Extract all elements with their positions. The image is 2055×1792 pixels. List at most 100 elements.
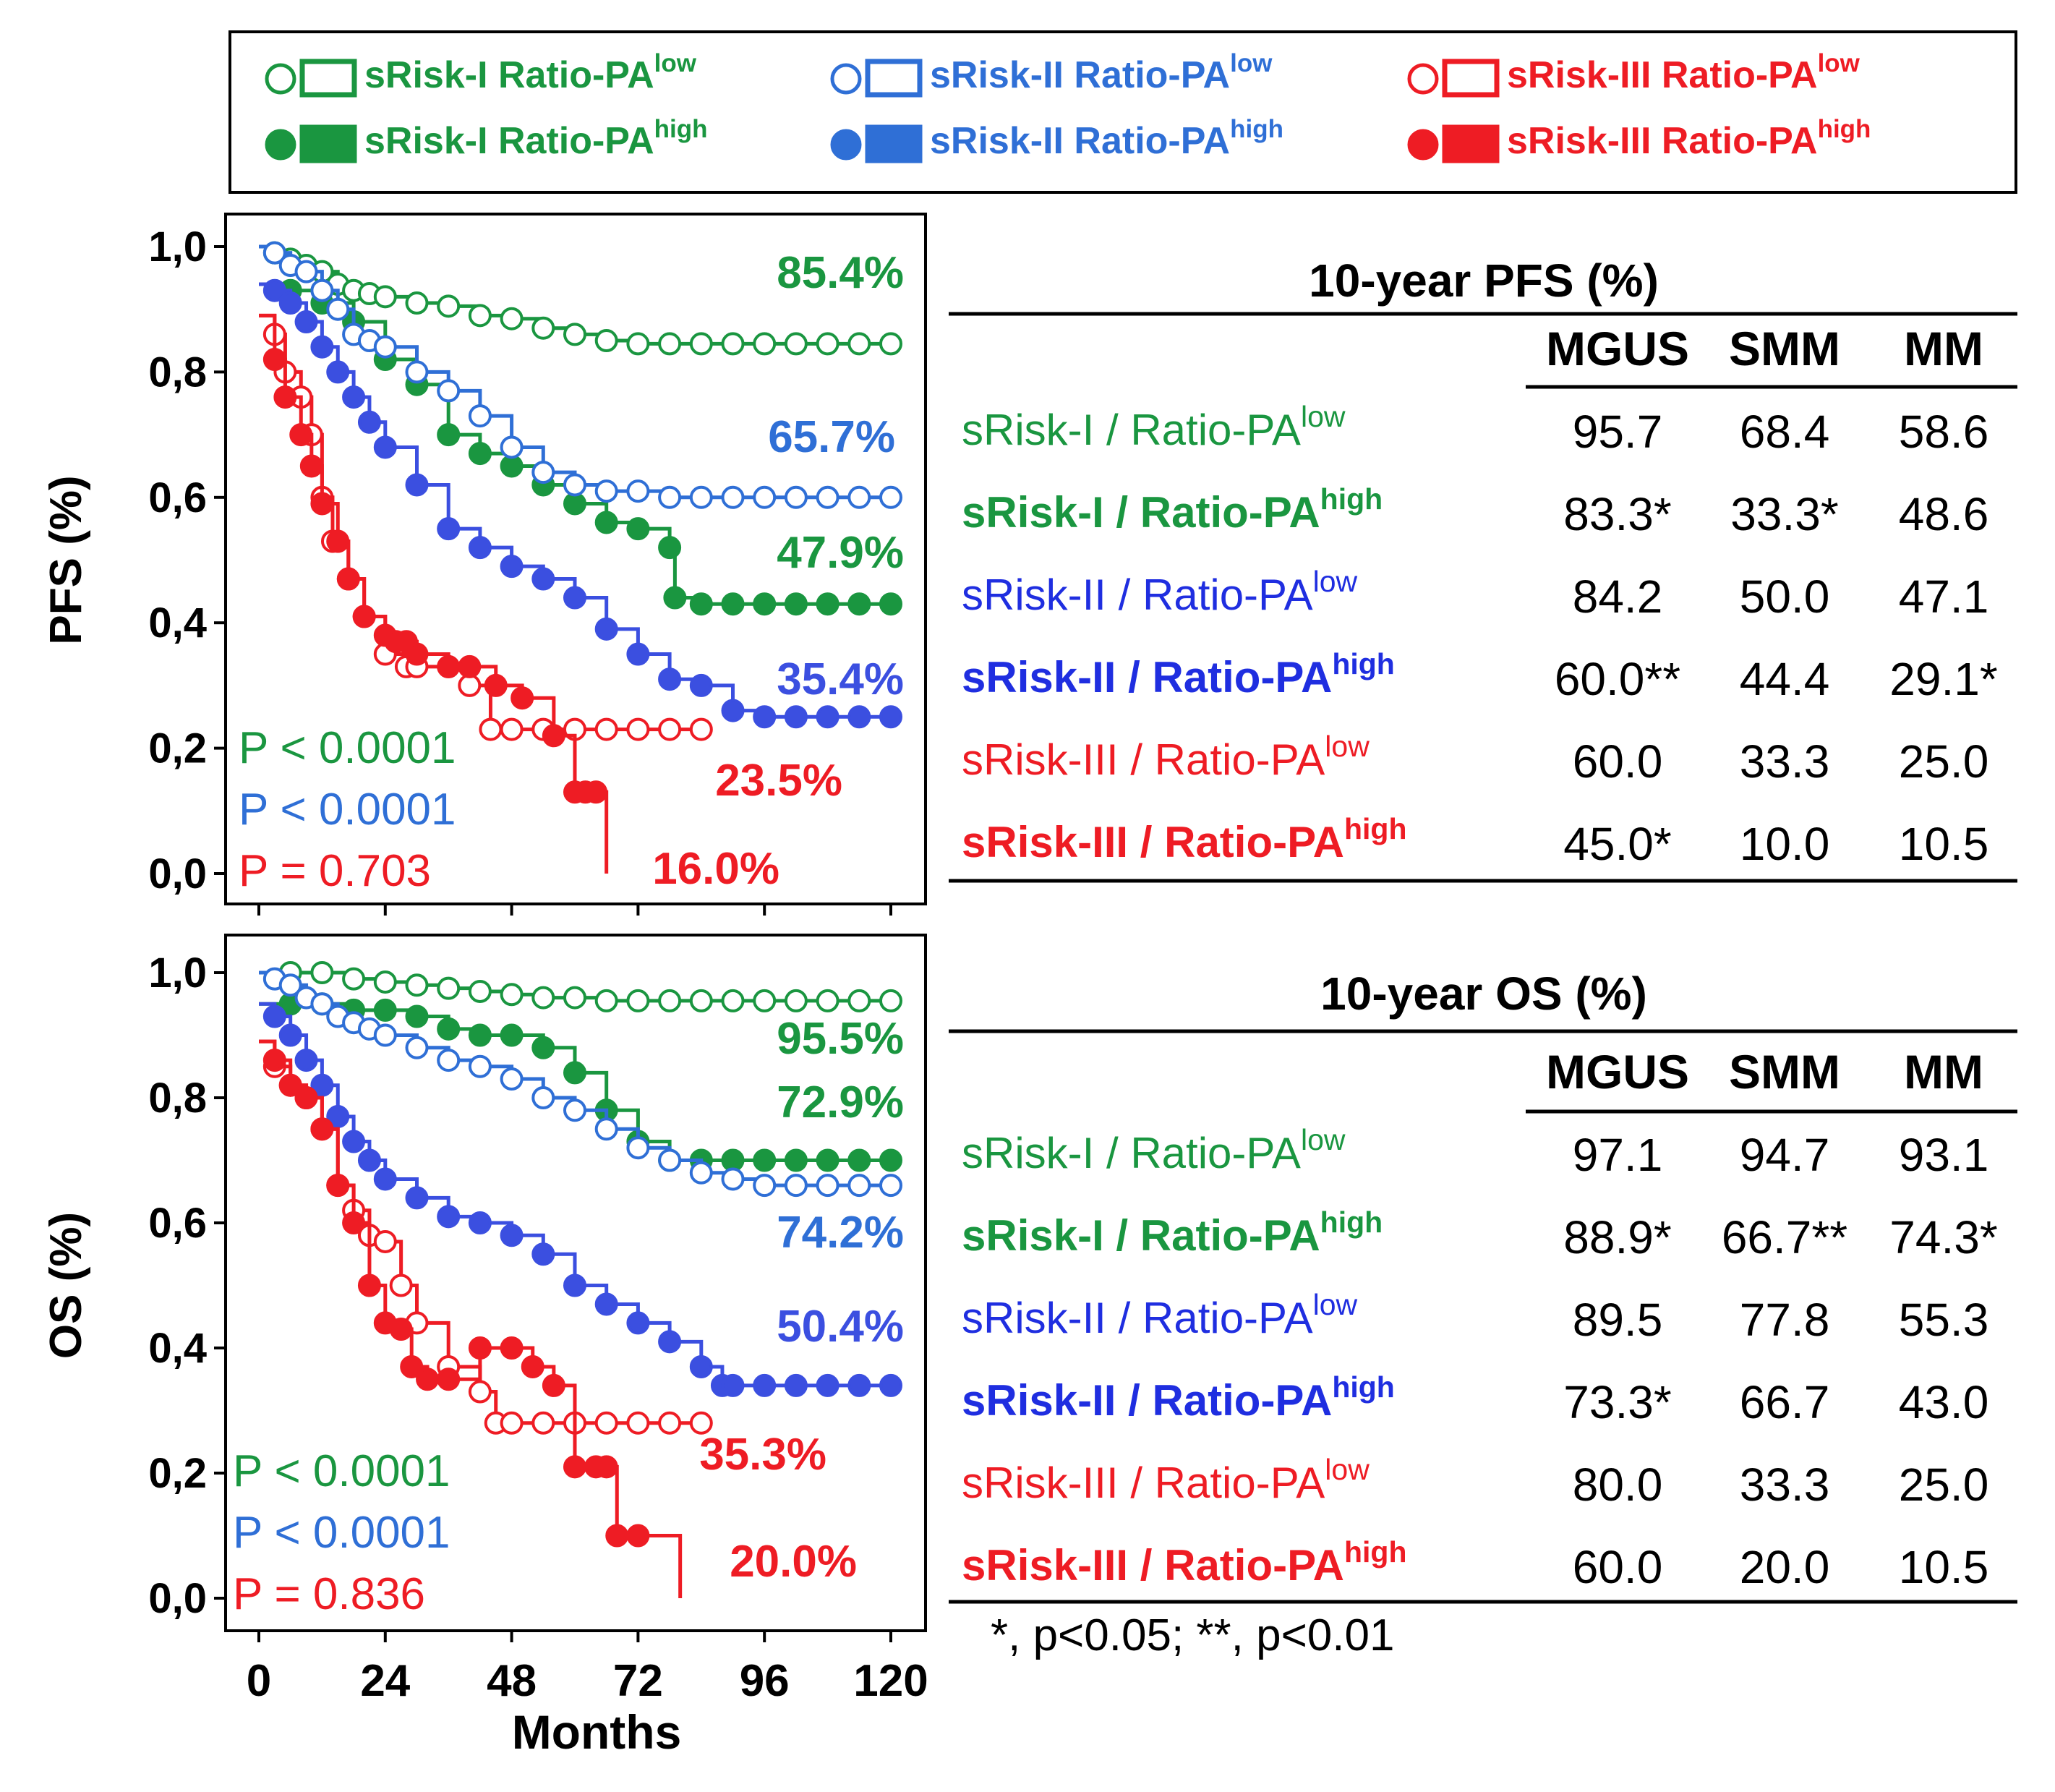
table-cell: 43.0 — [1899, 1376, 1989, 1428]
table-cell: 10.5 — [1899, 1541, 1989, 1593]
censor-marker — [689, 989, 713, 1012]
censor-marker — [468, 1023, 492, 1047]
censor-marker — [626, 642, 650, 666]
table-cell: 60.0 — [1573, 1541, 1663, 1593]
censor-marker — [500, 1336, 524, 1360]
censor-marker — [753, 1373, 777, 1397]
os-table: 10-year OS (%) MGUS SMM MM sRisk-I / Ratio-P… — [949, 968, 2017, 1604]
censor-marker — [879, 705, 902, 729]
table-cell: 48.6 — [1899, 488, 1989, 540]
label-superscript: high — [1230, 115, 1283, 143]
legend-label: sRisk-I Ratio-PAlow — [364, 49, 697, 96]
label-superscript: high — [1332, 1370, 1395, 1404]
legend-marker-box — [1442, 59, 1500, 98]
censor-marker — [326, 360, 350, 384]
censor-marker — [626, 989, 650, 1012]
censor-marker — [658, 1148, 682, 1172]
y-tick-label: 1,0 — [148, 223, 207, 270]
label-main: sRisk-I / Ratio-PA — [962, 1211, 1320, 1260]
censor-marker — [294, 1086, 318, 1109]
censor-marker — [626, 1136, 650, 1160]
censor-marker — [658, 717, 682, 741]
censor-marker — [500, 1067, 524, 1091]
censor-marker — [784, 1373, 808, 1397]
p-value: P = 0.703 — [239, 846, 431, 896]
censor-marker — [373, 285, 397, 309]
label-superscript: low — [1325, 730, 1370, 763]
label-main: sRisk-III Ratio-PA — [1507, 120, 1818, 162]
table-row-label: sRisk-II / Ratio-PAlow — [962, 565, 1358, 619]
censor-marker — [626, 1411, 650, 1435]
table-title: 10-year PFS (%) — [1309, 255, 1659, 307]
censor-marker — [816, 332, 839, 356]
censor-marker — [458, 673, 482, 697]
censor-marker — [342, 1130, 366, 1153]
censor-marker — [753, 592, 777, 616]
survival-annotation: 65.7% — [768, 412, 895, 462]
table-header: MGUS — [1546, 1045, 1689, 1098]
censor-marker — [405, 473, 429, 497]
censor-marker — [437, 517, 461, 541]
y-tick-label: 0,6 — [148, 474, 207, 521]
legend-label: sRisk-III Ratio-PAhigh — [1507, 115, 1871, 162]
censor-marker — [437, 294, 461, 318]
censor-marker — [310, 961, 334, 984]
censor-marker — [816, 1174, 839, 1198]
censor-marker — [342, 967, 366, 991]
censor-marker — [299, 454, 323, 478]
y-tick-label: 0,4 — [148, 1325, 207, 1372]
table-cell: 66.7** — [1722, 1211, 1847, 1263]
table-row-label: sRisk-III / Ratio-PAlow — [962, 1453, 1370, 1507]
censor-marker — [326, 1104, 350, 1128]
table-cell: 47.1 — [1899, 571, 1989, 623]
survival-annotation: 16.0% — [652, 844, 779, 894]
censor-marker — [753, 1148, 777, 1172]
table-cell: 89.5 — [1573, 1294, 1663, 1346]
censor-marker — [626, 332, 650, 356]
censor-marker — [721, 1167, 745, 1191]
censor-marker — [721, 1373, 745, 1397]
km-series — [259, 1039, 683, 1598]
censor-marker — [531, 316, 555, 340]
table-cell: 60.0** — [1555, 653, 1680, 705]
censor-marker — [357, 410, 381, 434]
table-row-label: sRisk-II / Ratio-PAhigh — [962, 647, 1395, 701]
y-tick-label: 1,0 — [148, 950, 207, 997]
censor-marker — [626, 717, 650, 741]
censor-marker — [342, 385, 366, 409]
label-superscript: low — [1818, 49, 1860, 77]
censor-marker — [500, 717, 524, 741]
censor-marker — [753, 989, 777, 1012]
table-cell: 25.0 — [1899, 1459, 1989, 1511]
table-cell: 66.7 — [1740, 1376, 1830, 1428]
table-header: MGUS — [1546, 322, 1689, 375]
censor-marker — [262, 1049, 286, 1072]
censor-marker — [689, 332, 713, 356]
label-main: sRisk-III / Ratio-PA — [962, 818, 1344, 866]
legend-label: sRisk-II Ratio-PAlow — [930, 49, 1273, 96]
label-main: sRisk-III / Ratio-PA — [962, 1459, 1325, 1507]
censor-marker — [879, 485, 902, 509]
x-tick-label: 48 — [487, 1656, 537, 1706]
censor-marker — [721, 592, 745, 616]
os-chart: 1,0 0,8 0,6 0,4 0,2 0,0 OS (%) 0 24 48 72 96 120 Mont… — [41, 934, 928, 1759]
censor-marker — [500, 1411, 524, 1435]
table-cell: 60.0 — [1573, 735, 1663, 788]
legend-marker-box — [299, 59, 357, 98]
y-tick-label: 0,6 — [148, 1200, 207, 1247]
censor-marker — [784, 1174, 808, 1198]
censor-marker — [262, 1004, 286, 1028]
censor-marker — [753, 705, 777, 729]
table-cell: 55.3 — [1899, 1294, 1989, 1346]
table-cell: 29.1* — [1889, 653, 1997, 705]
p-value: P < 0.0001 — [233, 1508, 450, 1558]
censor-marker — [784, 332, 808, 356]
label-superscript: low — [1325, 1453, 1370, 1486]
censor-marker — [563, 986, 586, 1010]
legend-marker-circle — [830, 63, 862, 95]
censor-marker — [389, 1273, 413, 1297]
censor-marker — [816, 592, 839, 616]
censor-marker — [689, 485, 713, 509]
censor-marker — [658, 1330, 682, 1354]
censor-marker — [879, 332, 902, 356]
